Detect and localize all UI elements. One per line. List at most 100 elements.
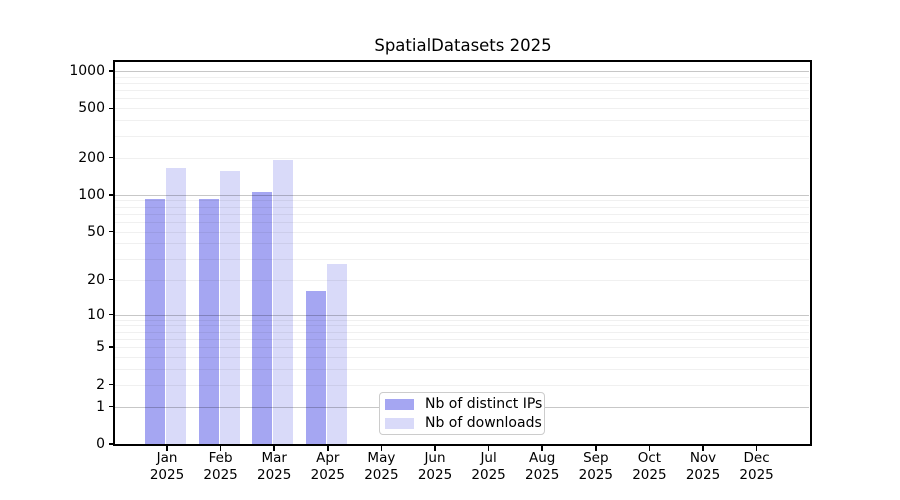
x-axis-tick (487, 446, 490, 451)
major-gridline (115, 70, 809, 72)
x-axis-label-year: 2025 (364, 466, 399, 483)
minor-gridline (115, 347, 809, 349)
y-axis-tick (109, 443, 114, 445)
minor-gridline (115, 90, 809, 92)
minor-gridline (115, 135, 809, 137)
y-axis-label: 20 (87, 271, 105, 288)
x-axis-label: Sep 2025 (568, 450, 624, 483)
y-axis-label: 0 (96, 436, 105, 452)
minor-gridline (115, 279, 809, 281)
x-axis-label-year: 2025 (632, 466, 667, 483)
x-axis-label-year: 2025 (739, 466, 774, 483)
legend: Nb of distinct IPs Nb of downloads (379, 392, 545, 435)
y-axis-label: 100 (78, 186, 105, 203)
x-axis-label: Apr 2025 (300, 450, 356, 483)
bar-feb-downloads (219, 170, 240, 444)
x-axis-label: Oct 2025 (621, 450, 677, 483)
bar-apr-downloads (326, 264, 347, 444)
minor-gridline (115, 222, 809, 223)
y-axis-tick (109, 346, 114, 349)
y-axis-tick (109, 383, 114, 386)
x-axis-label-month: Oct (637, 450, 662, 466)
x-axis-label-month: Jan (156, 450, 178, 466)
x-axis-label-month: May (367, 450, 396, 466)
x-axis-label-month: Mar (261, 450, 287, 466)
x-axis-label-month: Jul (480, 450, 497, 466)
y-axis-tick (109, 230, 114, 233)
x-axis-label-month: Apr (316, 450, 340, 466)
y-axis-label: 200 (78, 149, 105, 166)
y-axis-tick (109, 405, 114, 408)
y-axis-label: 50 (87, 223, 105, 240)
legend-item-downloads: Nb of downloads (385, 415, 542, 431)
bar-mar-distinct-ips (252, 192, 273, 444)
x-axis-tick (755, 446, 758, 451)
x-axis-tick (273, 446, 275, 451)
minor-gridline (115, 206, 809, 208)
bar-feb-distinct-ips (198, 199, 219, 444)
y-axis-tick (109, 107, 114, 110)
x-axis-tick (434, 446, 436, 451)
x-axis-label: Aug 2025 (514, 450, 570, 483)
x-axis-tick (595, 446, 597, 451)
minor-gridline (115, 157, 809, 159)
x-axis-label: Jul 2025 (461, 450, 517, 483)
legend-label-distinct-ips: Nb of distinct IPs (425, 395, 543, 412)
legend-label-downloads: Nb of downloads (425, 414, 542, 431)
x-axis-label: May 2025 (353, 450, 409, 483)
legend-item-distinct-ips: Nb of distinct IPs (385, 396, 542, 412)
bar-jan-downloads (166, 167, 186, 444)
x-axis-label-year: 2025 (203, 466, 238, 483)
y-axis-label: 1 (96, 398, 105, 415)
minor-gridline (115, 338, 809, 340)
minor-gridline (115, 357, 809, 359)
x-axis-label: Nov 2025 (675, 450, 731, 483)
y-axis-label: 10 (87, 306, 105, 323)
x-axis-label-year: 2025 (578, 466, 613, 483)
x-axis-label-month: Jun (424, 450, 446, 466)
x-axis-label-year: 2025 (149, 466, 185, 483)
y-axis-label: 1000 (69, 62, 105, 79)
y-axis-label: 2 (96, 376, 105, 393)
x-axis-tick (702, 446, 704, 451)
y-axis-tick (109, 313, 114, 316)
x-axis-label: Jun 2025 (407, 450, 463, 483)
x-axis-label-year: 2025 (471, 466, 506, 483)
x-axis-label-year: 2025 (257, 466, 292, 483)
x-axis-tick (380, 446, 383, 451)
x-axis-tick (166, 446, 168, 451)
bar-jan-distinct-ips (145, 198, 165, 444)
legend-swatch-distinct-ips (385, 398, 414, 410)
minor-gridline (115, 82, 809, 84)
x-axis-label-month: Sep (583, 450, 609, 466)
minor-gridline (115, 384, 809, 386)
x-axis-label-month: Aug (529, 450, 556, 466)
x-axis-tick (327, 446, 329, 451)
x-axis-label-year: 2025 (525, 466, 560, 483)
x-axis-label: Dec 2025 (729, 450, 785, 483)
chart-title: SpatialDatasets 2025 (374, 36, 552, 55)
plot-layer (115, 62, 809, 444)
major-gridline (115, 194, 809, 196)
bar-mar-downloads (273, 159, 294, 444)
minor-gridline (115, 98, 809, 100)
x-axis-label-year: 2025 (417, 466, 453, 483)
y-axis-tick (109, 156, 114, 159)
y-axis-label: 500 (78, 100, 105, 117)
x-axis-label-month: Nov (689, 450, 717, 466)
minor-gridline (115, 325, 809, 327)
minor-gridline (115, 231, 809, 233)
x-axis-label-year: 2025 (685, 466, 721, 483)
minor-gridline (115, 76, 809, 78)
major-gridline (115, 314, 809, 316)
x-axis-label-year: 2025 (310, 466, 345, 483)
y-axis-label: 5 (96, 339, 105, 356)
minor-gridline (115, 120, 809, 122)
minor-gridline (115, 108, 809, 110)
x-axis-tick (541, 446, 543, 451)
x-axis-label: Jan 2025 (139, 450, 195, 483)
x-axis-tick (648, 446, 651, 451)
y-axis-tick (109, 70, 114, 72)
minor-gridline (115, 319, 809, 321)
